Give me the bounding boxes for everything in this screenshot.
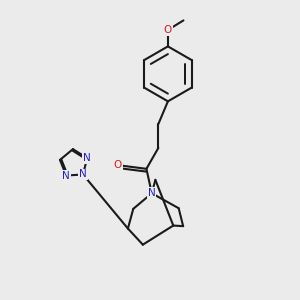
Text: N: N [62, 171, 70, 181]
Text: O: O [164, 25, 172, 35]
Text: O: O [114, 160, 122, 170]
Text: N: N [148, 188, 156, 198]
Text: N: N [83, 153, 91, 163]
Text: N: N [79, 169, 87, 179]
